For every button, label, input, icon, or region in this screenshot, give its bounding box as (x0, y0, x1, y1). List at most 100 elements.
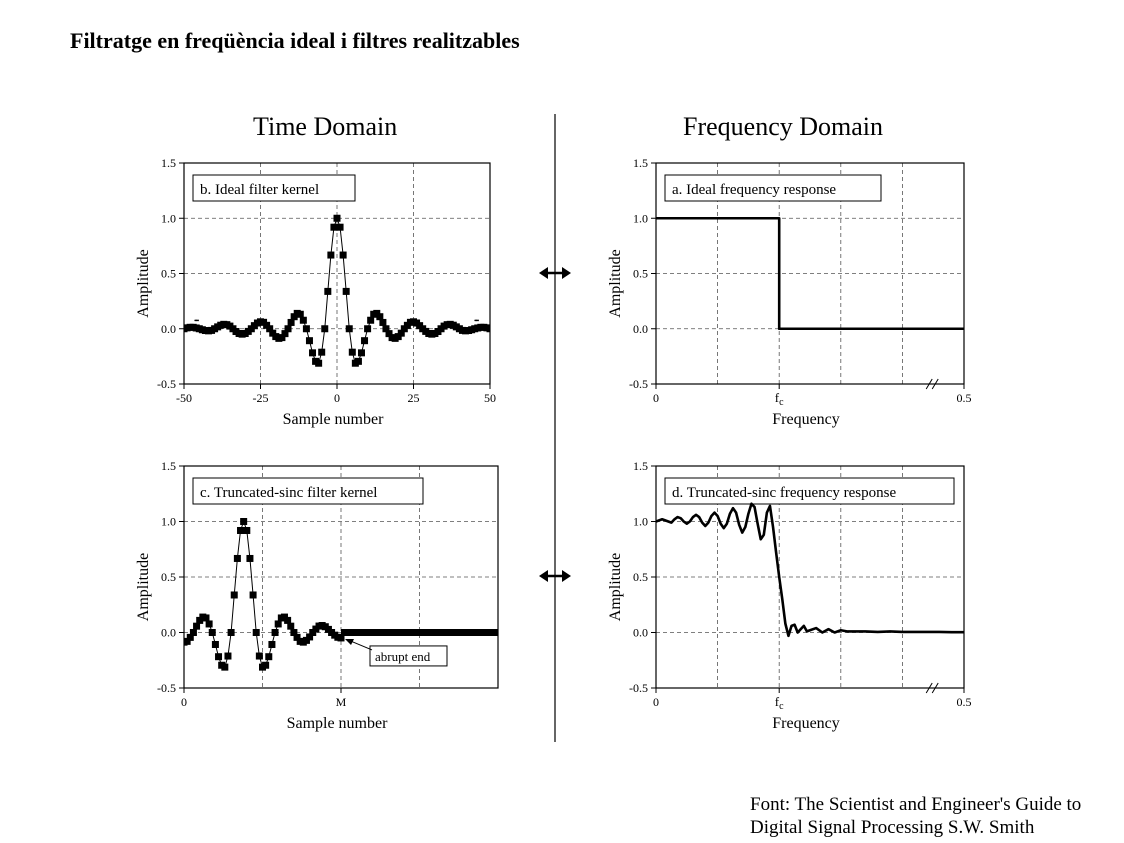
data-point (376, 313, 384, 321)
data-point (202, 614, 210, 622)
data-point (299, 316, 307, 324)
data-point (249, 591, 257, 599)
data-point (287, 622, 295, 630)
y-tick-label: 0.0 (161, 322, 176, 336)
data-point (208, 629, 216, 636)
data-layer (184, 518, 498, 671)
data-point (337, 634, 345, 642)
axis-break-mark (925, 682, 933, 694)
data-point (184, 637, 191, 645)
source-line-1: Font: The Scientist and Engineer's Guide… (750, 794, 1082, 815)
data-point (215, 653, 223, 661)
panel-label: d. Truncated-sinc frequency response (672, 485, 896, 501)
data-point (302, 325, 310, 333)
data-point (486, 325, 490, 333)
y-tick-label: 1.0 (161, 515, 176, 529)
y-tick-label: 1.5 (633, 459, 648, 473)
y-tick-label: 1.5 (161, 459, 176, 473)
data-point (186, 633, 194, 641)
data-point (293, 633, 301, 641)
panel-label: c. Truncated-sinc filter kernel (200, 485, 377, 501)
y-tick-label: 0.5 (633, 570, 648, 584)
y-tick-label: 1.0 (161, 211, 176, 225)
data-point (266, 325, 274, 333)
y-tick-label: 1.0 (633, 211, 648, 225)
data-point (233, 554, 241, 562)
data-point (271, 629, 279, 636)
y-tick-label: 0.5 (161, 267, 176, 281)
annotation-arrow-head (345, 638, 354, 645)
axis-break-mark (931, 682, 939, 694)
ellipsis-right: ••• (474, 317, 480, 325)
data-point (367, 316, 375, 324)
data-point (284, 616, 292, 624)
x-tick-label: -50 (176, 391, 192, 405)
data-point (345, 325, 353, 333)
chart-d: -0.5 0.0 0.5 1.0 1.5 0 fc 0.5 Frequency Amplitude… (607, 459, 972, 732)
data-point (397, 329, 405, 337)
y-axis-label: Amplitude (607, 553, 624, 621)
data-layer (656, 502, 964, 638)
data-point (211, 640, 219, 648)
data-point (265, 653, 273, 661)
x-tick-label: 0.5 (957, 391, 972, 405)
x-axis-label: Frequency (772, 411, 840, 428)
data-point (296, 310, 304, 318)
y-tick-label: 0.0 (633, 626, 648, 640)
data-point (205, 620, 213, 628)
x-tick-label: 50 (484, 391, 496, 405)
data-point (339, 251, 347, 259)
ellipsis-left: ••• (194, 317, 200, 325)
x-axis-label: Sample number (283, 411, 385, 428)
source-credit: Font: The Scientist and Engineer's Guide… (750, 793, 1081, 839)
data-point (287, 318, 295, 326)
x-tick-label: 0 (653, 695, 659, 709)
chart-b: -0.5 0.0 0.5 1.0 1.5 -50 -25 0 25 50 Sample number… (135, 156, 496, 428)
panel-label: b. Ideal filter kernel (200, 182, 319, 198)
data-point (315, 359, 323, 367)
data-point (274, 620, 282, 628)
data-point (361, 337, 369, 345)
annotation-text: abrupt end (375, 649, 431, 664)
source-line-2: Digital Signal Processing S.W. Smith (750, 817, 1035, 838)
y-tick-label: -0.5 (629, 681, 648, 695)
double-arrow-icon (539, 267, 571, 279)
time-domain-heading: Time Domain (253, 112, 398, 141)
data-point (357, 349, 365, 357)
y-tick-label: -0.5 (157, 377, 176, 391)
data-point (327, 251, 335, 259)
data-layer (656, 216, 964, 331)
data-point (227, 629, 235, 636)
y-axis-label: Amplitude (135, 553, 152, 621)
chart-c: -0.5 0.0 0.5 1.0 1.5 0 M Sample number Amplitude… (135, 459, 499, 732)
data-point (243, 526, 251, 534)
data-point (281, 330, 289, 338)
data-point (354, 357, 362, 365)
data-point (330, 223, 338, 231)
data-point (364, 325, 372, 333)
double-arrow-icon (539, 570, 571, 582)
data-point (348, 348, 356, 356)
data-point (224, 652, 232, 660)
y-tick-label: 0.0 (633, 322, 648, 336)
data-point (193, 622, 201, 630)
chart-a: -0.5 0.0 0.5 1.0 1.5 0 fc 0.5 Frequency Amplitude… (607, 156, 972, 428)
x-tick-label: fc (775, 694, 784, 712)
x-tick-label: 0 (334, 391, 340, 405)
x-tick-label: fc (775, 390, 784, 408)
panel-label: a. Ideal frequency response (672, 182, 836, 198)
data-point (246, 554, 254, 562)
panel-label-box (192, 477, 424, 505)
data-point (255, 652, 263, 660)
data-point (385, 330, 393, 338)
data-point (189, 629, 197, 636)
data-point (324, 287, 332, 295)
data-point (305, 337, 313, 345)
data-point (333, 214, 341, 222)
x-tick-label: 25 (408, 391, 420, 405)
data-point (379, 318, 387, 326)
data-point (284, 325, 292, 333)
data-point (342, 287, 350, 295)
